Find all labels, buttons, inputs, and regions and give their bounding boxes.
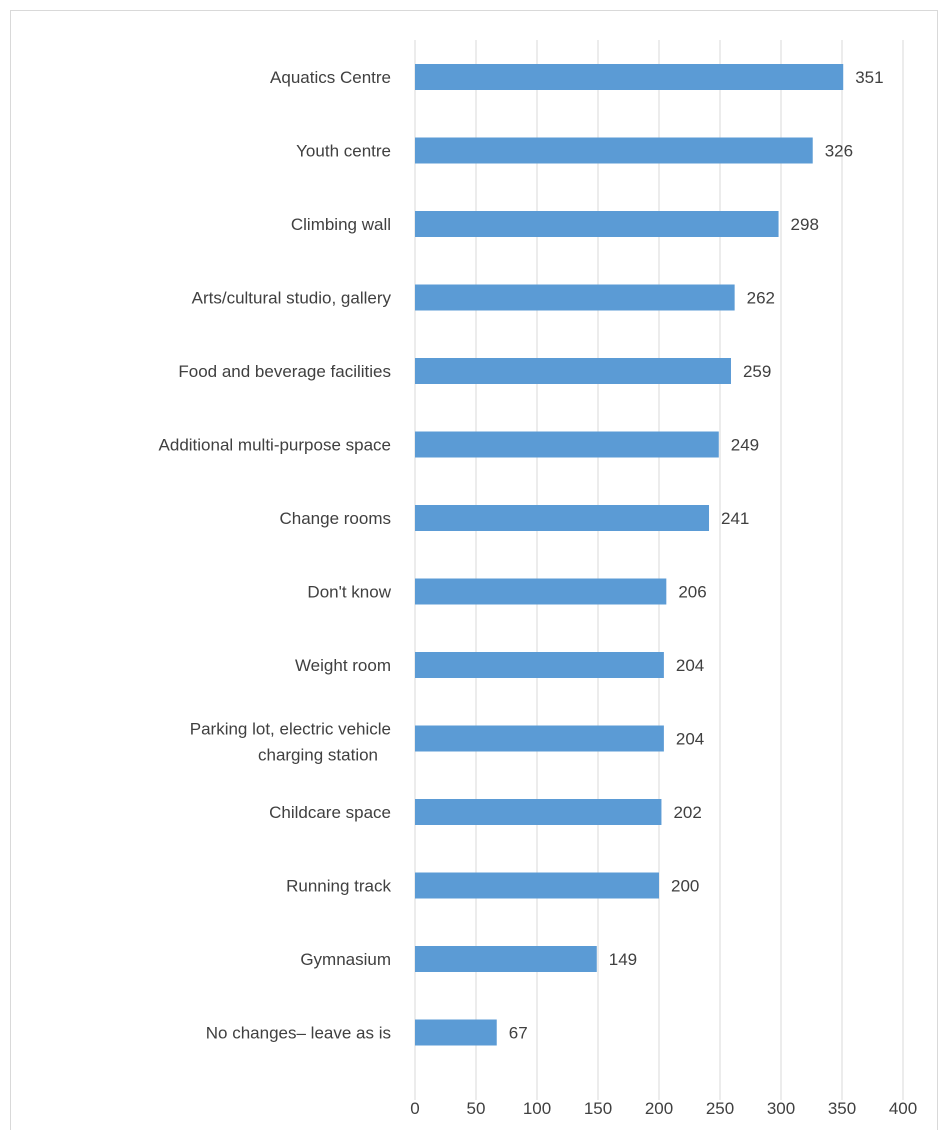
- bars: [415, 64, 844, 1046]
- x-tick-label: 250: [706, 1099, 734, 1118]
- data-label: 351: [855, 68, 883, 87]
- category-label: Childcare space: [269, 803, 391, 822]
- category-label: Don't know: [307, 583, 391, 602]
- bar: [415, 64, 844, 90]
- x-tick-label: 100: [523, 1099, 551, 1118]
- x-tick-label: 300: [767, 1099, 795, 1118]
- x-tick-label: 0: [410, 1099, 419, 1118]
- chart-frame: [10, 10, 938, 1130]
- data-label: 200: [671, 877, 699, 896]
- data-label: 204: [676, 730, 704, 749]
- data-label: 241: [721, 509, 749, 528]
- category-label: Additional multi-purpose space: [159, 436, 391, 455]
- category-label: No changes– leave as is: [206, 1024, 391, 1043]
- data-label: 326: [825, 142, 853, 161]
- bar: [415, 431, 719, 458]
- bar: [415, 872, 659, 899]
- bar: [415, 358, 731, 384]
- category-label: Parking lot, electric vehicle charging st…: [190, 720, 391, 765]
- x-tick-label: 50: [467, 1099, 486, 1118]
- data-label: 298: [791, 215, 819, 234]
- bar: [415, 578, 667, 605]
- data-label: 262: [747, 289, 775, 308]
- bar: [415, 1019, 497, 1046]
- data-label: 249: [731, 436, 759, 455]
- data-label: 259: [743, 362, 771, 381]
- data-labels: 351 326 298 262 259 249 241 206 204 204 202 200 149 6…: [509, 68, 884, 1043]
- bar: [415, 137, 813, 164]
- category-label: Gymnasium: [300, 950, 391, 969]
- category-label: Arts/cultural studio, gallery: [192, 289, 392, 308]
- bar: [415, 946, 597, 972]
- x-tick-label: 400: [889, 1099, 917, 1118]
- bar: [415, 284, 735, 311]
- category-label: Weight room: [295, 656, 391, 675]
- bar: [415, 505, 710, 531]
- x-tick-label: 200: [645, 1099, 673, 1118]
- x-tick-label: 150: [584, 1099, 612, 1118]
- category-labels: Aquatics Centre Youth centre Climbing wall…: [159, 68, 392, 1043]
- bar: [415, 725, 664, 752]
- bar: [415, 799, 662, 825]
- gridlines: [414, 40, 904, 1100]
- category-label: Food and beverage facilities: [178, 362, 391, 381]
- bar: [415, 211, 779, 237]
- category-label: Youth centre: [296, 142, 391, 161]
- data-label: 204: [676, 656, 704, 675]
- bar: [415, 652, 664, 678]
- category-label: Aquatics Centre: [270, 68, 391, 87]
- category-label: Change rooms: [279, 509, 391, 528]
- x-tick-label: 350: [828, 1099, 856, 1118]
- category-label: Running track: [286, 877, 391, 896]
- category-label: Climbing wall: [291, 215, 391, 234]
- data-label: 67: [509, 1024, 528, 1043]
- data-label: 149: [609, 950, 637, 969]
- x-axis-tick-labels: 0 50 100 150 200 250 300 350 400: [410, 1099, 917, 1118]
- data-label: 206: [678, 583, 706, 602]
- data-label: 202: [673, 803, 701, 822]
